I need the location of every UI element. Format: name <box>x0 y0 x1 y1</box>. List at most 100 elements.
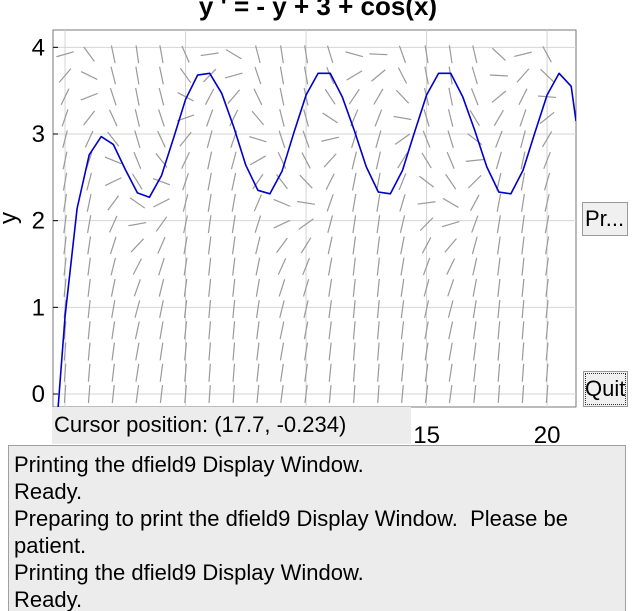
slope-mark <box>376 193 381 212</box>
slope-mark <box>208 278 212 297</box>
slope-mark <box>207 172 212 191</box>
slope-mark <box>352 321 356 340</box>
message-window[interactable]: Printing the dfield9 Display Window. Read… <box>8 445 626 611</box>
slope-mark <box>111 363 115 382</box>
slope-mark <box>326 45 334 64</box>
slope-mark <box>521 321 525 340</box>
slope-mark <box>61 109 69 127</box>
x-tick-label: 15 <box>413 422 440 445</box>
slope-mark <box>302 130 310 148</box>
slope-mark <box>519 109 527 127</box>
slope-mark <box>208 384 211 404</box>
slope-mark <box>304 384 308 404</box>
slope-mark <box>302 258 310 276</box>
slope-mark <box>135 385 140 403</box>
print-button[interactable]: Pr... <box>582 202 628 236</box>
slope-mark <box>448 87 454 106</box>
solution-curves <box>57 72 576 407</box>
slope-mark <box>352 342 356 361</box>
slope-mark <box>497 384 501 404</box>
slope-mark <box>419 175 435 188</box>
slope-mark <box>448 45 453 64</box>
slope-mark <box>183 236 188 255</box>
slope-mark <box>448 385 453 403</box>
slope-mark <box>159 300 164 319</box>
slope-mark <box>377 384 380 404</box>
slope-mark <box>377 342 380 361</box>
slope-mark <box>60 88 70 106</box>
slope-mark <box>398 45 407 63</box>
y-tick-label: 3 <box>32 121 45 148</box>
slope-mark <box>231 236 236 255</box>
message-list: Printing the dfield9 Display Window. Read… <box>9 446 625 611</box>
slope-mark <box>489 74 508 77</box>
slope-mark <box>544 193 550 212</box>
solution-curve <box>57 72 576 407</box>
slope-mark <box>472 257 478 276</box>
slope-mark <box>80 92 98 101</box>
slope-mark <box>447 279 455 297</box>
slope-mark <box>400 321 405 340</box>
slope-mark <box>159 363 164 382</box>
slope-mark <box>80 71 98 80</box>
slope-mark <box>448 363 453 382</box>
slope-mark <box>278 130 286 148</box>
slope-mark <box>135 87 140 106</box>
direction-field-plot[interactable]: 0 1 2 3 4 15 20 <box>0 0 636 445</box>
y-tick-label: 4 <box>32 34 45 61</box>
slope-mark <box>422 130 431 148</box>
slope-mark <box>424 45 429 64</box>
slope-mark <box>183 215 188 234</box>
slope-mark <box>373 88 384 105</box>
quit-button[interactable]: Quit <box>583 371 628 407</box>
slope-mark <box>110 278 116 297</box>
slope-mark <box>424 384 429 404</box>
slope-mark <box>63 278 67 297</box>
slope-mark <box>279 66 285 85</box>
slope-mark <box>232 300 236 319</box>
slope-mark <box>352 300 356 319</box>
slope-mark <box>183 300 188 319</box>
slope-mark <box>256 363 260 382</box>
slope-mark <box>398 173 407 191</box>
slope-mark <box>493 109 504 127</box>
slope-mark <box>107 195 120 211</box>
slope-mark <box>324 88 336 105</box>
slope-mark <box>327 257 333 276</box>
slope-mark <box>400 342 405 361</box>
slope-mark <box>521 384 525 404</box>
slope-mark <box>422 257 431 276</box>
slope-mark <box>279 342 285 361</box>
slope-mark <box>157 236 166 254</box>
slope-mark <box>110 45 116 64</box>
slope-mark <box>231 215 236 234</box>
slope-mark <box>208 300 212 319</box>
slope-mark <box>299 174 313 189</box>
slope-mark <box>353 384 356 404</box>
slope-mark <box>539 111 555 125</box>
slope-mark <box>110 66 117 85</box>
slope-mark <box>545 363 549 382</box>
slope-mark <box>376 172 381 191</box>
slope-mark <box>521 236 525 255</box>
slope-mark <box>159 342 164 361</box>
y-tick-label: 0 <box>32 381 45 408</box>
slope-mark <box>497 342 501 361</box>
slope-mark <box>152 177 171 186</box>
slope-mark <box>497 321 501 340</box>
slope-mark <box>325 173 335 190</box>
slope-mark <box>58 68 72 83</box>
slope-mark <box>303 66 309 85</box>
slope-mark <box>231 193 236 212</box>
slope-mark <box>400 278 405 297</box>
slope-mark <box>421 152 432 169</box>
slope-mark <box>328 363 332 382</box>
slope-mark <box>376 300 380 319</box>
slope-mark <box>542 46 552 63</box>
slope-mark <box>158 87 165 106</box>
slope-mark <box>345 51 364 58</box>
slope-mark <box>376 278 380 297</box>
slope-mark <box>322 112 339 124</box>
slope-mark <box>397 67 408 84</box>
slope-mark <box>472 300 477 319</box>
